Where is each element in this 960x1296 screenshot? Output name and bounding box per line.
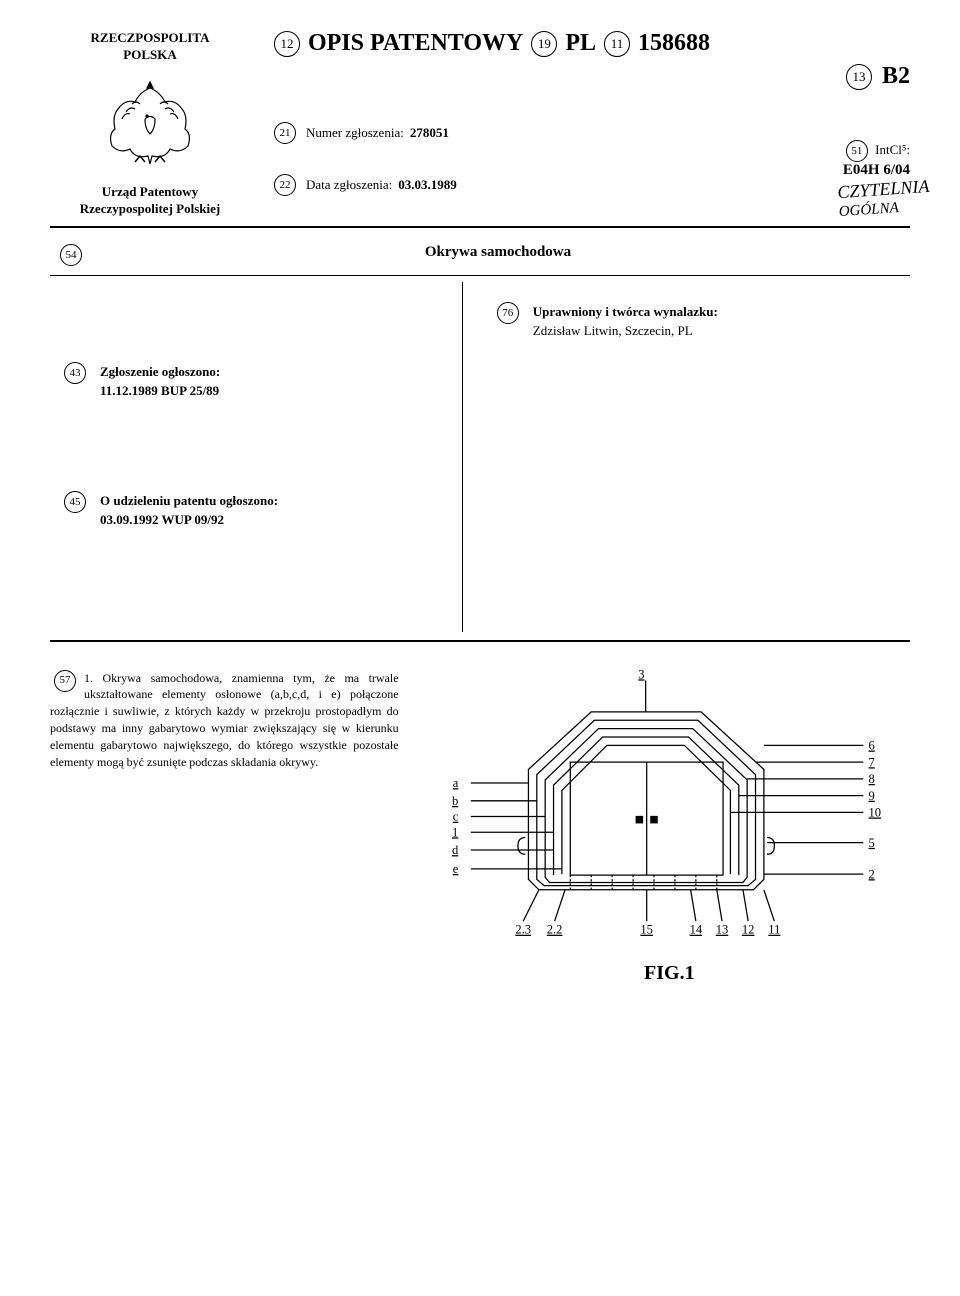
- grant-entry: 45 O udzieleniu patentu ogłoszono: 03.09…: [60, 491, 452, 530]
- svg-text:5: 5: [868, 835, 874, 849]
- figure-area: 3 abc 1 de 6 7 8 9 10 5 2 2.3 2.2 15 14 13 12 11 FIG.1: [429, 670, 910, 985]
- svg-text:15: 15: [640, 922, 653, 936]
- inventor-label: Uprawniony i twórca wynalazku:: [533, 304, 718, 319]
- inid-51: 51: [846, 140, 868, 162]
- svg-text:2.2: 2.2: [546, 922, 562, 936]
- svg-text:12: 12: [742, 922, 755, 936]
- abstract-body: 1. Okrywa samochodowa, znamienna tym, że…: [50, 671, 399, 769]
- inid-45: 45: [64, 491, 86, 513]
- divider: [50, 275, 910, 276]
- svg-text:d: d: [452, 843, 459, 857]
- bib-right: 76 Uprawniony i twórca wynalazku: Zdzisł…: [463, 282, 910, 632]
- svg-text:2: 2: [868, 867, 874, 881]
- svg-text:6: 6: [868, 738, 874, 752]
- pub-app-label: Zgłoszenie ogłoszono:: [100, 364, 220, 379]
- inid-19: 19: [531, 31, 557, 57]
- svg-text:e: e: [452, 862, 458, 876]
- divider: [50, 640, 910, 642]
- app-num-value: 278051: [410, 125, 449, 141]
- pub-app-value: 11.12.1989 BUP 25/89: [100, 383, 219, 398]
- svg-text:10: 10: [868, 805, 881, 819]
- inid-22: 22: [274, 174, 296, 196]
- inventor-entry: 76 Uprawniony i twórca wynalazku: Zdzisł…: [493, 302, 900, 341]
- grant-label: O udzieleniu patentu ogłoszono:: [100, 493, 278, 508]
- inid-54: 54: [60, 244, 82, 266]
- divider: [50, 226, 910, 228]
- inid-57: 57: [54, 670, 76, 692]
- doc-kind: OPIS PATENTOWY: [308, 30, 523, 57]
- intcl-value: E04H 6/04: [843, 162, 910, 178]
- pub-app-entry: 43 Zgłoszenie ogłoszono: 11.12.1989 BUP …: [60, 362, 452, 401]
- right-column: 12 OPIS PATENTOWY 19 PL 11 158688 13 B2 …: [270, 30, 910, 208]
- svg-text:a: a: [452, 776, 458, 790]
- inid-43: 43: [64, 362, 86, 384]
- svg-text:2.3: 2.3: [515, 922, 531, 936]
- app-date-label: Data zgłoszenia:: [306, 177, 392, 193]
- bib-section: 43 Zgłoszenie ogłoszono: 11.12.1989 BUP …: [50, 282, 910, 632]
- intcl-label: IntCl⁵:: [875, 142, 910, 157]
- bib-left: 43 Zgłoszenie ogłoszono: 11.12.1989 BUP …: [50, 282, 463, 632]
- svg-text:9: 9: [868, 788, 874, 802]
- app-number-line: 21 Numer zgłoszenia: 278051: [270, 122, 457, 144]
- national-emblem: [100, 74, 200, 174]
- inid-76: 76: [497, 302, 519, 324]
- title-line: 12 OPIS PATENTOWY 19 PL 11 158688: [270, 30, 910, 57]
- svg-text:1: 1: [452, 825, 458, 839]
- invention-title: Okrywa samochodowa: [425, 244, 571, 260]
- kind-code: B2: [882, 63, 910, 89]
- library-stamp: CZYTELNIA OGÓLNA: [837, 177, 931, 220]
- app-date-value: 03.03.1989: [398, 177, 457, 193]
- svg-text:b: b: [452, 794, 458, 808]
- app-num-label: Numer zgłoszenia:: [306, 125, 404, 141]
- abstract-text: 57 1. Okrywa samochodowa, znamienna tym,…: [50, 670, 399, 985]
- pub-number: 158688: [638, 30, 710, 57]
- header: RZECZPOSPOLITA POLSKA Urząd Patentowy Rz…: [50, 30, 910, 218]
- inid-12: 12: [274, 31, 300, 57]
- country-name: RZECZPOSPOLITA POLSKA: [50, 30, 250, 64]
- svg-text:7: 7: [868, 755, 874, 769]
- figure-caption: FIG.1: [429, 962, 910, 985]
- svg-text:c: c: [452, 809, 458, 823]
- svg-text:3: 3: [638, 670, 644, 681]
- svg-text:13: 13: [715, 922, 728, 936]
- svg-text:14: 14: [689, 922, 702, 936]
- svg-text:8: 8: [868, 772, 874, 786]
- title-section: 54 Okrywa samochodowa: [50, 236, 910, 269]
- svg-text:11: 11: [768, 922, 780, 936]
- inid-11: 11: [604, 31, 630, 57]
- inid-13: 13: [846, 64, 872, 90]
- inid-21: 21: [274, 122, 296, 144]
- left-column: RZECZPOSPOLITA POLSKA Urząd Patentowy Rz…: [50, 30, 250, 218]
- intcl-block: 51 IntCl⁵: E04H 6/04: [842, 140, 910, 179]
- figure-1-svg: 3 abc 1 de 6 7 8 9 10 5 2 2.3 2.2 15 14 13 12 11: [429, 670, 910, 942]
- abstract-section: 57 1. Okrywa samochodowa, znamienna tym,…: [50, 650, 910, 985]
- kind-code-line: 13 B2: [270, 63, 910, 90]
- country-code: PL: [565, 30, 596, 57]
- office-name: Urząd Patentowy Rzeczypospolitej Polskie…: [50, 184, 250, 218]
- grant-value: 03.09.1992 WUP 09/92: [100, 512, 224, 527]
- app-date-line: 22 Data zgłoszenia: 03.03.1989: [270, 174, 457, 196]
- inventor-value: Zdzisław Litwin, Szczecin, PL: [533, 323, 693, 338]
